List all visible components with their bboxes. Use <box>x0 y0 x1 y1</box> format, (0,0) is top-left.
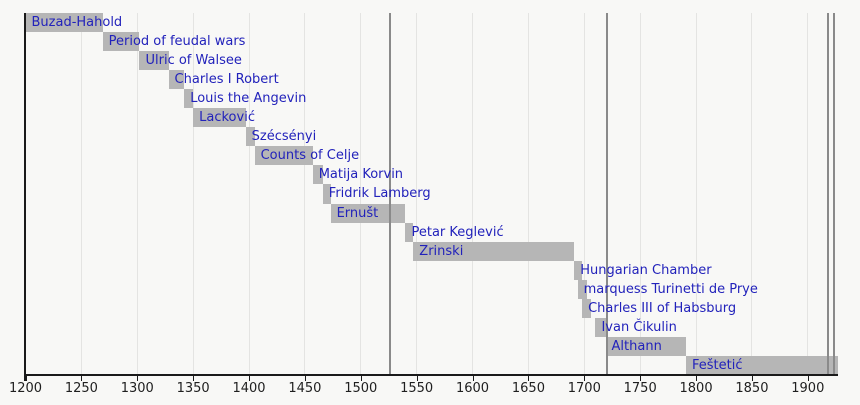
timeline-bar <box>577 279 587 299</box>
x-axis-tick-label: 1700 <box>567 381 601 396</box>
gridline <box>416 13 418 375</box>
timeline-bar <box>168 70 185 90</box>
x-axis-tick <box>360 375 362 381</box>
gridline <box>807 13 809 375</box>
timeline-bar-label: Matija Korvin <box>318 167 404 183</box>
event-marker-line <box>826 13 829 375</box>
x-axis-tick <box>807 375 809 381</box>
timeline-bar-label: Charles III of Habsburg <box>588 300 737 316</box>
gridline <box>248 13 250 375</box>
x-axis-tick <box>584 375 586 381</box>
timeline-bar <box>25 13 103 33</box>
gridline <box>80 13 82 375</box>
x-axis-tick-label: 1850 <box>735 381 769 396</box>
timeline-bar <box>245 127 255 147</box>
gridline <box>583 13 585 375</box>
timeline-bar-label: Fridrik Lamberg <box>328 186 431 202</box>
x-axis-tick-label: 1800 <box>679 381 713 396</box>
timeline-bar <box>405 222 414 242</box>
x-axis-tick-label: 1300 <box>120 381 154 396</box>
timeline-bar-label: Counts of Celje <box>260 148 360 164</box>
x-axis-tick-label: 1450 <box>288 381 322 396</box>
x-axis-tick <box>249 375 251 381</box>
x-axis-tick <box>696 375 698 381</box>
timeline-bar <box>139 51 169 71</box>
x-axis-tick-label: 1650 <box>511 381 545 396</box>
timeline-bar-label: Ernušt <box>336 205 379 221</box>
timeline-bar-label: Petar Keglević <box>411 224 504 240</box>
timeline-bar-label: marquess Turinetti de Prye <box>583 281 758 297</box>
timeline-bar-label: Ulric of Walsee <box>145 53 242 69</box>
gridline <box>136 13 138 375</box>
timeline-bar-label: Buzad-Hahold <box>31 15 123 30</box>
x-axis-tick <box>472 375 474 381</box>
timeline-bar <box>193 108 246 128</box>
timeline-bar <box>686 355 838 375</box>
timeline-bar <box>102 32 140 52</box>
timeline-bar <box>254 146 313 166</box>
x-axis-tick <box>304 375 306 381</box>
x-axis-line <box>24 374 838 376</box>
timeline-bar-label: Charles I Robert <box>174 72 279 88</box>
x-axis-tick-label: 1600 <box>455 381 490 396</box>
y-axis-line <box>24 13 26 381</box>
gridline <box>751 13 753 375</box>
timeline-bar <box>574 260 583 280</box>
gridline <box>192 13 194 375</box>
timeline-bar <box>605 336 686 356</box>
event-marker-line <box>388 13 391 375</box>
timeline-bar-label: Period of feudal wars <box>108 34 246 50</box>
timeline-bar <box>413 241 575 261</box>
timeline-bar-label: Louis the Angevin <box>190 91 307 107</box>
x-axis-tick-label: 1350 <box>176 381 210 396</box>
timeline-bar-label: Szécsényi <box>251 129 317 145</box>
timeline-bar <box>582 298 591 318</box>
timeline-bar-label: Zrinski <box>419 243 464 259</box>
timeline-bar-label: Ivan Čikulin <box>601 319 677 335</box>
x-axis-tick-label: 1250 <box>64 381 98 396</box>
gridline <box>360 13 362 375</box>
x-axis-tick-label: 1200 <box>8 381 43 396</box>
x-axis-tick <box>528 375 530 381</box>
x-axis-tick <box>193 375 195 381</box>
gridline <box>639 13 641 375</box>
timeline-bar-label: Feštetić <box>692 357 743 373</box>
timeline-bar <box>322 184 331 204</box>
timeline-bar <box>184 89 194 109</box>
event-marker-line <box>605 13 608 375</box>
timeline-bar <box>312 165 323 185</box>
x-axis-tick <box>751 375 753 381</box>
gridline <box>695 13 697 375</box>
x-axis-tick <box>640 375 642 381</box>
x-axis-tick-label: 1750 <box>623 381 657 396</box>
timeline-bar-label: Lacković <box>199 110 255 126</box>
gridline <box>304 13 306 375</box>
gridline <box>527 13 529 375</box>
x-axis-tick-label: 1500 <box>344 381 378 396</box>
x-axis-tick-label: 1900 <box>791 381 825 396</box>
timeline-bar-label: Hungarian Chamber <box>580 262 712 278</box>
x-axis-tick-label: 1550 <box>400 381 434 396</box>
timeline-bar-label: Althann <box>611 338 662 354</box>
gridline <box>472 13 474 375</box>
x-axis-tick-label: 1400 <box>232 381 266 396</box>
x-axis-tick <box>25 375 27 381</box>
x-axis-tick <box>416 375 418 381</box>
x-axis-tick <box>81 375 83 381</box>
x-axis-tick <box>137 375 139 381</box>
timeline-bar <box>330 203 406 223</box>
event-marker-line <box>832 13 835 375</box>
timeline-bar <box>595 317 606 337</box>
